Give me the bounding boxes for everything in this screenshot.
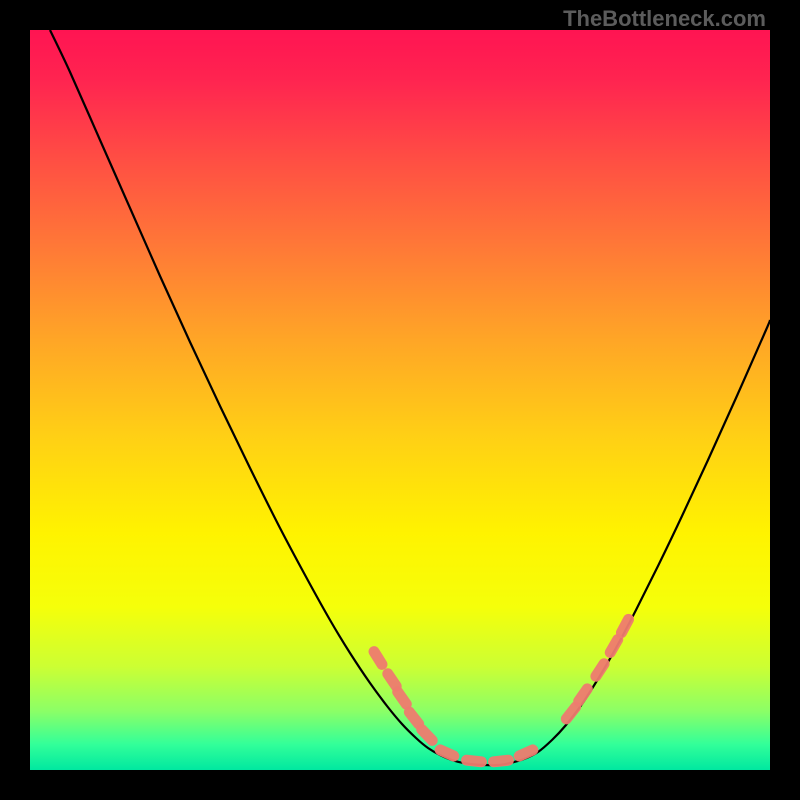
curve-marker [487,754,514,768]
bottleneck-curve [50,30,770,765]
curve-marker [588,656,611,684]
curve-marker [433,743,461,764]
watermark-text: TheBottleneck.com [563,6,766,32]
curve-marker [571,681,595,709]
chart-frame: TheBottleneck.com [0,0,800,800]
curve-marker [614,612,636,640]
curve-marker [366,644,389,672]
curve-marker [460,754,487,768]
marker-group [366,612,636,768]
curve-layer [30,30,770,770]
plot-area [30,30,770,770]
curve-marker [512,743,540,764]
curve-marker [414,722,440,748]
